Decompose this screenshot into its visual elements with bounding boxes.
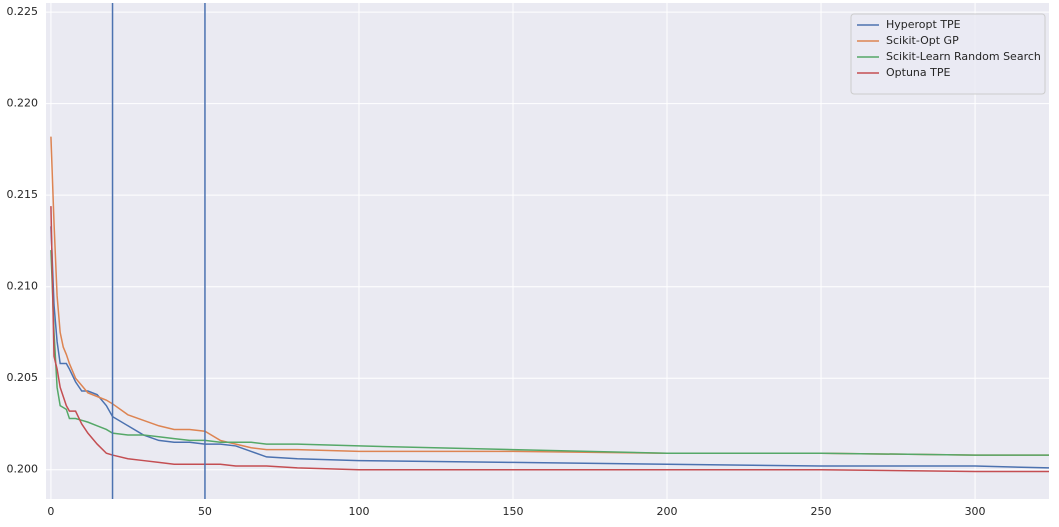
- legend-label: Scikit-Learn Random Search: [886, 50, 1041, 63]
- legend-label: Optuna TPE: [886, 66, 950, 79]
- y-tick-label: 0.215: [7, 188, 39, 201]
- y-tick-label: 0.220: [7, 97, 39, 110]
- x-tick-label: 300: [965, 505, 986, 518]
- legend-label: Scikit-Opt GP: [886, 34, 959, 47]
- x-tick-label: 150: [502, 505, 523, 518]
- series-line: [50, 136, 1049, 456]
- x-tick-label: 0: [47, 505, 54, 518]
- series-line: [50, 226, 1049, 469]
- x-tick-label: 250: [811, 505, 832, 518]
- series-line: [50, 250, 1049, 456]
- x-tick-label: 200: [657, 505, 678, 518]
- y-tick-label: 0.210: [7, 280, 39, 293]
- legend-box: [850, 13, 1046, 95]
- x-tick-label: 100: [348, 505, 369, 518]
- y-tick-label: 0.200: [7, 463, 39, 476]
- legend-label: Hyperopt TPE: [886, 18, 961, 31]
- y-tick-label: 0.225: [7, 5, 39, 18]
- y-tick-label: 0.205: [7, 371, 39, 384]
- x-tick-label: 50: [198, 505, 212, 518]
- series-line: [50, 206, 1049, 473]
